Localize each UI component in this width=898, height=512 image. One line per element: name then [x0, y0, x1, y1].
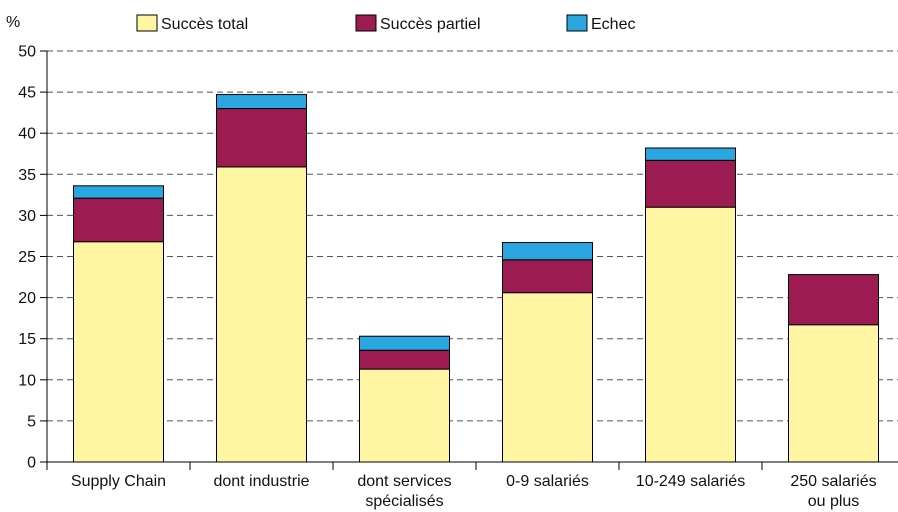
y-tick-label: 15 — [18, 331, 36, 348]
y-unit-label: % — [6, 14, 20, 31]
x-tick-label: ou plus — [808, 493, 860, 510]
x-tick-label: 10-249 salariés — [636, 473, 745, 490]
y-tick-label: 30 — [18, 208, 36, 225]
bar-segment-succes-partiel — [788, 274, 879, 326]
y-tick-label: 10 — [18, 372, 36, 389]
bar-segment-succes-partiel — [359, 349, 450, 370]
x-tick-label: 0-9 salariés — [506, 473, 589, 490]
legend: Succès total Succès partiel Echec — [136, 14, 635, 33]
x-tick-label: 250 salariés — [790, 473, 876, 490]
legend-swatch-succes-total — [136, 14, 158, 32]
bar-segment-succes-total — [73, 241, 164, 463]
bar-segment-echec — [359, 335, 450, 351]
bar-segment-echec — [216, 94, 307, 110]
bar-segment-echec — [645, 147, 736, 161]
bar-segment-succes-partiel — [645, 159, 736, 208]
bar-segment-succes-total — [502, 292, 593, 463]
x-tick-label: spécialisés — [365, 493, 443, 510]
x-tick-label: Supply Chain — [71, 473, 166, 490]
legend-swatch-succes-partiel — [355, 14, 377, 32]
y-tick-label: 40 — [18, 126, 36, 143]
bar-segment-succes-total — [216, 166, 307, 463]
legend-label: Echec — [591, 16, 635, 33]
bar-segment-echec — [502, 242, 593, 261]
grid-layer — [47, 50, 898, 422]
y-tick-label: 50 — [18, 44, 36, 61]
bar-segment-succes-total — [788, 324, 879, 463]
bar-segment-succes-partiel — [73, 197, 164, 243]
legend-label: Succès total — [161, 16, 248, 33]
axis-layer: 0 5 10 15 20 25 30 35 40 45 50% Supply Chain dont in… — [6, 14, 898, 510]
x-tick-label: dont industrie — [213, 473, 309, 490]
x-tick-label: dont services — [357, 473, 451, 490]
bar-segment-echec — [73, 185, 164, 199]
y-tick-label: 5 — [27, 413, 36, 430]
y-tick-label: 45 — [18, 85, 36, 102]
y-tick-label: 35 — [18, 167, 36, 184]
legend-label: Succès partiel — [380, 16, 481, 33]
bar-segment-succes-total — [645, 206, 736, 463]
bar-segment-succes-total — [359, 368, 450, 463]
y-tick-label: 0 — [27, 455, 36, 472]
y-tick-label: 20 — [18, 290, 36, 307]
y-tick-label: 25 — [18, 249, 36, 266]
bar-segment-succes-partiel — [502, 259, 593, 294]
bars-layer — [73, 94, 879, 463]
bar-segment-succes-partiel — [216, 108, 307, 168]
legend-swatch-echec — [566, 14, 588, 32]
